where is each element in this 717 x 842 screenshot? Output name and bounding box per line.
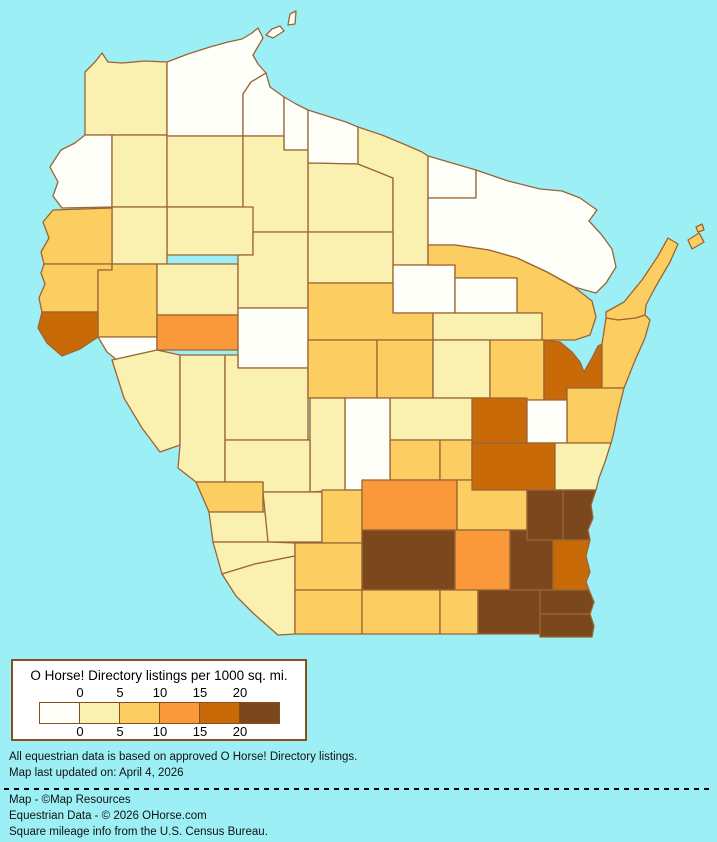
county-menominee <box>454 277 518 314</box>
county-clark <box>237 307 309 369</box>
legend-swatch-5 <box>239 702 280 724</box>
tick-label: 15 <box>192 724 208 739</box>
county-walworth <box>477 589 541 635</box>
tick-label: 20 <box>232 685 248 700</box>
county-rock <box>439 589 479 635</box>
legend-swatch-2 <box>119 702 160 724</box>
county-vilas <box>307 109 359 165</box>
county-green-lake <box>439 439 473 481</box>
legend-color-ramp <box>39 702 280 724</box>
county-buffalo <box>111 349 181 453</box>
legend-title: O Horse! Directory listings per 1000 sq.… <box>30 668 288 683</box>
county-winnebago <box>471 397 528 444</box>
tick-label: 15 <box>192 685 208 700</box>
county-door-island-2 <box>695 223 705 233</box>
legend-swatch-4 <box>199 702 240 724</box>
county-douglas <box>84 52 168 136</box>
county-jackson <box>224 354 309 441</box>
tick-label: 10 <box>152 685 168 700</box>
legend-swatch-1 <box>79 702 120 724</box>
county-juneau <box>309 397 346 493</box>
data-source-note: All equestrian data is based on approved… <box>9 751 358 763</box>
tick-label: 20 <box>232 724 248 739</box>
county-iowa <box>294 542 363 591</box>
county-wood <box>307 339 378 399</box>
legend-box: O Horse! Directory listings per 1000 sq.… <box>11 659 307 741</box>
county-la-crosse <box>195 481 264 513</box>
county-lincoln <box>307 231 394 284</box>
county-outagamie <box>489 339 545 401</box>
tick-label: 0 <box>76 724 84 739</box>
county-richland <box>262 491 323 543</box>
county-sheboygan <box>554 442 612 491</box>
county-trempealeau <box>177 354 226 483</box>
county-door-island <box>687 232 705 250</box>
county-green <box>361 589 441 635</box>
county-kewaunee <box>601 314 651 389</box>
county-jefferson <box>454 529 511 591</box>
county-marquette <box>389 439 441 481</box>
county-polk <box>40 207 113 265</box>
county-waupaca <box>432 339 491 399</box>
county-columbia <box>361 479 458 531</box>
county-rusk <box>166 206 254 256</box>
county-chippewa <box>156 263 239 316</box>
credit-data: Equestrian Data - © 2026 OHorse.com <box>9 810 207 822</box>
county-washington <box>526 489 564 541</box>
county-ozaukee <box>562 489 597 541</box>
county-portage <box>376 339 434 399</box>
dashed-separator <box>4 788 714 790</box>
county-adams <box>344 397 391 491</box>
county-vernon <box>208 511 269 543</box>
county-waushara <box>389 397 473 441</box>
county-shapes <box>37 10 705 638</box>
county-barron <box>111 206 168 265</box>
credit-map: Map - ©Map Resources <box>9 794 131 806</box>
county-door <box>605 237 679 321</box>
county-dane <box>361 529 456 591</box>
legend-swatch-3 <box>159 702 200 724</box>
county-langlade <box>392 264 456 314</box>
county-racine <box>539 589 595 615</box>
tick-label: 10 <box>152 724 168 739</box>
legend-ticks-top: 0 5 10 15 20 <box>13 685 305 701</box>
county-kenosha <box>539 613 595 638</box>
legend-ticks-bottom: 0 5 10 15 20 <box>13 724 305 740</box>
tick-label: 0 <box>76 685 84 700</box>
county-florence <box>427 155 477 199</box>
county-pierce <box>37 311 99 357</box>
county-lafayette <box>294 589 363 635</box>
legend-swatch-0 <box>39 702 80 724</box>
county-manitowoc <box>566 387 625 444</box>
county-ashland-island <box>265 25 285 39</box>
tick-label: 5 <box>116 724 124 739</box>
county-dunn <box>97 263 158 338</box>
last-updated-note: Map last updated on: April 4, 2026 <box>9 767 184 779</box>
credit-census: Square mileage info from the U.S. Census… <box>9 826 268 838</box>
county-iron <box>283 96 309 151</box>
county-calumet <box>526 399 568 444</box>
county-grant <box>221 555 296 636</box>
county-ashland-island-2 <box>287 10 297 26</box>
county-oconto <box>427 244 597 341</box>
county-sawyer <box>166 135 244 208</box>
county-milwaukee <box>552 539 591 591</box>
county-fond-du-lac <box>471 442 556 491</box>
tick-label: 5 <box>116 685 124 700</box>
county-eau-claire <box>156 314 239 351</box>
county-burnett <box>49 134 113 209</box>
county-sauk <box>321 489 363 544</box>
county-shawano <box>432 312 543 341</box>
county-washburn <box>111 134 168 208</box>
